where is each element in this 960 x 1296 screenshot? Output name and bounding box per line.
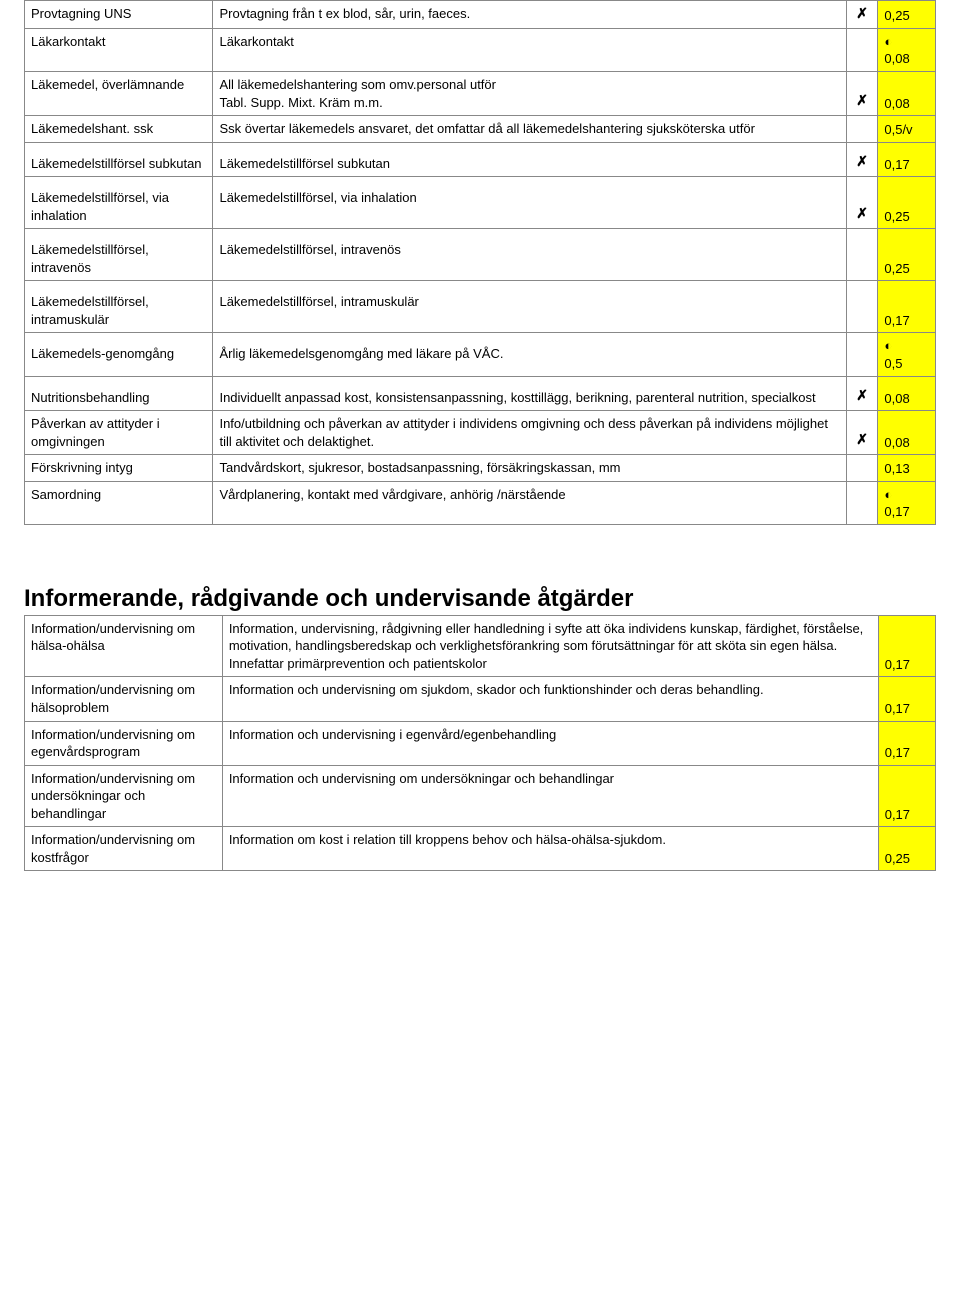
main-table: Provtagning UNSProvtagning från t ex blo… bbox=[24, 0, 936, 525]
row-label: Läkemedel, överlämnande bbox=[25, 71, 213, 115]
x-icon: ✗ bbox=[856, 207, 868, 222]
table-row: Förskrivning intygTandvårdskort, sjukres… bbox=[25, 455, 936, 482]
row-desc: Läkarkontakt bbox=[213, 28, 847, 71]
row-value: 0,17 bbox=[878, 281, 936, 333]
row-label: Läkemedelstillförsel, intramuskulär bbox=[25, 281, 213, 333]
table-row: Läkemedelstillförsel, via inhalationLäke… bbox=[25, 177, 936, 229]
table-row: SamordningVårdplanering, kontakt med vår… bbox=[25, 481, 936, 524]
table-row: Information/undervisning om hälsa-ohälsa… bbox=[25, 615, 936, 677]
row-value: 0,17 bbox=[878, 677, 935, 721]
row-desc: Läkemedelstillförsel subkutan bbox=[213, 142, 847, 177]
row-value: 0,25 bbox=[878, 177, 936, 229]
row-mark bbox=[846, 455, 877, 482]
x-icon: ✗ bbox=[856, 7, 868, 22]
row-value: 0,25 bbox=[878, 229, 936, 281]
row-desc: Läkemedelstillförsel, intravenös bbox=[213, 229, 847, 281]
row-value: 0,08 bbox=[878, 71, 936, 115]
table-row: Påverkan av attityder i omgivningenInfo/… bbox=[25, 411, 936, 455]
row-label: Läkemedelshant. ssk bbox=[25, 116, 213, 143]
info-table: Information/undervisning om hälsa-ohälsa… bbox=[24, 615, 936, 872]
table-row: Läkemedels-genomgångÅrlig läkemedelsgeno… bbox=[25, 333, 936, 376]
row-desc: Vårdplanering, kontakt med vårdgivare, a… bbox=[213, 481, 847, 524]
row-mark bbox=[846, 481, 877, 524]
table-row: Information/undervisning om hälsoproblem… bbox=[25, 677, 936, 721]
row-mark: ✗ bbox=[846, 177, 877, 229]
row-desc: Tandvårdskort, sjukresor, bostadsanpassn… bbox=[213, 455, 847, 482]
row-label: Information/undervisning om egenvårdspro… bbox=[25, 721, 223, 765]
row-value: ◐0,08 bbox=[878, 28, 936, 71]
row-value: 0,25 bbox=[878, 1, 936, 29]
row-desc: Ssk övertar läkemedels ansvaret, det omf… bbox=[213, 116, 847, 143]
table-row: Läkemedelstillförsel subkutanLäkemedelst… bbox=[25, 142, 936, 177]
row-value: 0,17 bbox=[878, 721, 935, 765]
row-label: Läkemedels-genomgång bbox=[25, 333, 213, 376]
row-label: Information/undervisning om undersökning… bbox=[25, 765, 223, 827]
row-desc: Årlig läkemedelsgenomgång med läkare på … bbox=[213, 333, 847, 376]
row-value: 0,17 bbox=[878, 142, 936, 177]
row-label: Nutritionsbehandling bbox=[25, 376, 213, 411]
row-desc: Individuellt anpassad kost, konsistensan… bbox=[213, 376, 847, 411]
row-value: 0,17 bbox=[878, 615, 935, 677]
row-mark bbox=[846, 229, 877, 281]
half-clock-icon: ◐ bbox=[884, 337, 929, 355]
row-value: 0,08 bbox=[878, 376, 936, 411]
row-desc: Information, undervisning, rådgivning el… bbox=[222, 615, 878, 677]
row-mark bbox=[846, 28, 877, 71]
row-desc: Info/utbildning och påverkan av attityde… bbox=[213, 411, 847, 455]
table-row: Läkemedelstillförsel, intravenösLäkemede… bbox=[25, 229, 936, 281]
table-row: Provtagning UNSProvtagning från t ex blo… bbox=[25, 1, 936, 29]
table-row: Information/undervisning om egenvårdspro… bbox=[25, 721, 936, 765]
row-label: Läkarkontakt bbox=[25, 28, 213, 71]
row-desc: Information och undervisning om undersök… bbox=[222, 765, 878, 827]
row-mark bbox=[846, 116, 877, 143]
x-icon: ✗ bbox=[856, 155, 868, 170]
row-value: ◐0,17 bbox=[878, 481, 936, 524]
half-clock-icon: ◐ bbox=[884, 33, 929, 51]
row-mark: ✗ bbox=[846, 142, 877, 177]
row-label: Information/undervisning om kostfrågor bbox=[25, 827, 223, 871]
table-row: Läkemedelstillförsel, intramuskulärLäkem… bbox=[25, 281, 936, 333]
row-label: Förskrivning intyg bbox=[25, 455, 213, 482]
row-value: 0,17 bbox=[878, 765, 935, 827]
row-value: ◐0,5 bbox=[878, 333, 936, 376]
row-mark: ✗ bbox=[846, 411, 877, 455]
x-icon: ✗ bbox=[856, 389, 868, 404]
row-desc: Information och undervisning i egenvård/… bbox=[222, 721, 878, 765]
x-icon: ✗ bbox=[856, 94, 868, 109]
row-mark bbox=[846, 333, 877, 376]
row-label: Läkemedelstillförsel, intravenös bbox=[25, 229, 213, 281]
section-title: Informerande, rådgivande och undervisand… bbox=[24, 585, 936, 613]
row-desc: Information om kost i relation till krop… bbox=[222, 827, 878, 871]
row-value: 0,5/v bbox=[878, 116, 936, 143]
row-mark bbox=[846, 281, 877, 333]
row-label: Påverkan av attityder i omgivningen bbox=[25, 411, 213, 455]
half-clock-icon: ◐ bbox=[884, 486, 929, 504]
row-label: Läkemedelstillförsel subkutan bbox=[25, 142, 213, 177]
row-mark: ✗ bbox=[846, 376, 877, 411]
row-label: Läkemedelstillförsel, via inhalation bbox=[25, 177, 213, 229]
table-row: Information/undervisning om kostfrågorIn… bbox=[25, 827, 936, 871]
row-mark: ✗ bbox=[846, 71, 877, 115]
row-value: 0,25 bbox=[878, 827, 935, 871]
row-desc: Läkemedelstillförsel, via inhalation bbox=[213, 177, 847, 229]
row-desc: Information och undervisning om sjukdom,… bbox=[222, 677, 878, 721]
row-label: Provtagning UNS bbox=[25, 1, 213, 29]
row-desc: Läkemedelstillförsel, intramuskulär bbox=[213, 281, 847, 333]
row-value: 0,08 bbox=[878, 411, 936, 455]
table-row: Information/undervisning om undersökning… bbox=[25, 765, 936, 827]
table-row: Läkemedelshant. sskSsk övertar läkemedel… bbox=[25, 116, 936, 143]
row-desc: All läkemedelshantering som omv.personal… bbox=[213, 71, 847, 115]
table-row: NutritionsbehandlingIndividuellt anpassa… bbox=[25, 376, 936, 411]
row-mark: ✗ bbox=[846, 1, 877, 29]
row-value: 0,13 bbox=[878, 455, 936, 482]
table-row: LäkarkontaktLäkarkontakt ◐0,08 bbox=[25, 28, 936, 71]
x-icon: ✗ bbox=[856, 433, 868, 448]
row-desc: Provtagning från t ex blod, sår, urin, f… bbox=[213, 1, 847, 29]
row-label: Samordning bbox=[25, 481, 213, 524]
table-row: Läkemedel, överlämnandeAll läkemedelshan… bbox=[25, 71, 936, 115]
row-label: Information/undervisning om hälsa-ohälsa bbox=[25, 615, 223, 677]
row-label: Information/undervisning om hälsoproblem bbox=[25, 677, 223, 721]
